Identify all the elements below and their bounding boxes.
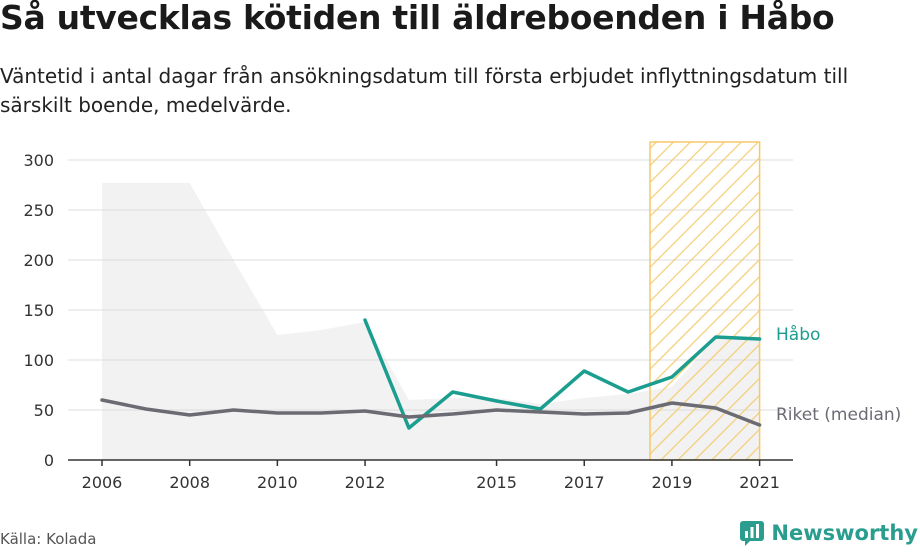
brand-logo: Newsworthy: [739, 520, 918, 546]
x-tick-label: 2010: [257, 473, 298, 492]
brand-name: Newsworthy: [771, 521, 918, 545]
forecast-highlight-band: [649, 141, 761, 461]
y-tick-label: 300: [23, 151, 54, 170]
series-label-riket: Riket (median): [776, 405, 901, 425]
x-tick-label: 2015: [476, 473, 517, 492]
range-band-area: [102, 183, 760, 460]
x-tick-label: 2012: [345, 473, 386, 492]
series-line-riket: [100, 398, 762, 427]
y-tick-label: 50: [34, 401, 54, 420]
x-tick-label: 2021: [739, 473, 780, 492]
axes: 0 50 100 150 200 250 300 2006 2008 2010 2012 2015 20…: [23, 151, 793, 492]
chart-subtitle: Väntetid i antal dagar från ansökningsda…: [0, 64, 849, 117]
x-tick-label: 2008: [169, 473, 210, 492]
y-tick-label: 0: [44, 451, 54, 470]
y-tick-label: 250: [23, 201, 54, 220]
x-tick-label: 2006: [82, 473, 123, 492]
series-layer: [100, 318, 762, 430]
range-band-layer: [102, 183, 760, 460]
series-label-habo: Håbo: [776, 324, 820, 345]
newsworthy-logo-icon: [740, 521, 765, 546]
y-tick-label: 200: [23, 251, 54, 270]
chart-title: Så utvecklas kötiden till äldreboenden i…: [0, 0, 835, 37]
highlight-band-layer: [649, 141, 761, 461]
y-tick-label: 100: [23, 351, 54, 370]
source-note: Källa: Kolada: [0, 530, 97, 548]
x-tick-label: 2019: [652, 473, 693, 492]
series-line-habo: [363, 318, 762, 430]
series-labels: Håbo Riket (median): [776, 324, 901, 425]
x-tick-label: 2017: [564, 473, 605, 492]
y-tick-label: 150: [23, 301, 54, 320]
